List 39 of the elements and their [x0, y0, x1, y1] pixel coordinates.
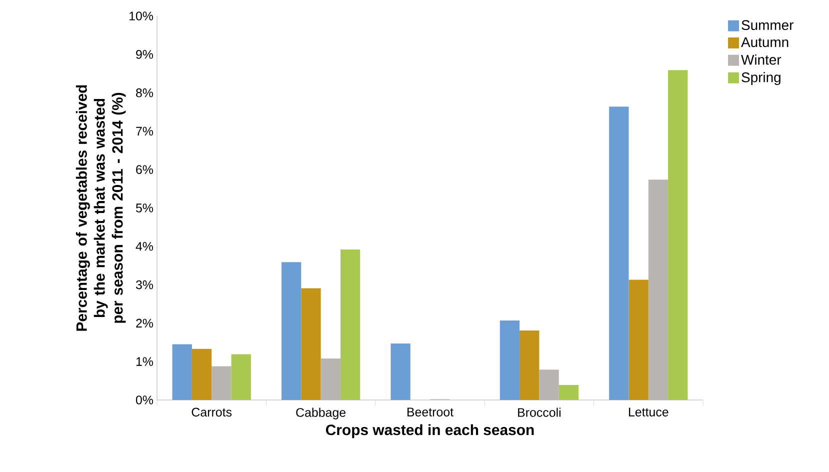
legend-label: Autumn	[741, 37, 788, 48]
y-tick-label: 9%	[136, 50, 154, 59]
x-tick-label: Lettuce	[628, 408, 668, 416]
y-tick-label: 6%	[136, 165, 154, 174]
y-tick-label: 2%	[136, 318, 154, 328]
bar	[172, 344, 192, 400]
y-axis-title: Percentage of vegetables received by the market that was wasted per season from 2011 - 2014 (%)	[76, 85, 126, 331]
y-tick-label: 0%	[136, 396, 154, 404]
legend-label: Spring	[742, 72, 780, 86]
bar	[231, 354, 251, 400]
legend-label: Winter	[741, 54, 782, 65]
bar	[192, 348, 212, 400]
legend-label: Summer	[742, 20, 794, 30]
x-tick-label: Broccoli	[518, 408, 560, 417]
y-tick-label: 7%	[136, 126, 154, 136]
bar	[628, 280, 648, 400]
y-tick-label: 4%	[136, 242, 154, 251]
bar	[301, 288, 321, 400]
bar	[320, 358, 340, 400]
x-axis-title: Crops wasted in each season	[326, 424, 534, 438]
x-tick-label: Cabbage	[296, 408, 346, 420]
bar	[648, 180, 668, 400]
y-tick-label: 1%	[136, 357, 154, 366]
bar	[390, 344, 410, 400]
y-tick-label: 10%	[130, 12, 154, 20]
bar	[212, 366, 232, 400]
bar	[281, 262, 302, 400]
y-tick-label: 8%	[136, 88, 154, 98]
x-tick-label: Beetroot	[407, 408, 454, 416]
bar	[500, 320, 520, 400]
y-tick-label: 3%	[136, 280, 154, 290]
bar	[609, 106, 629, 400]
y-tick-label: 5%	[136, 204, 154, 212]
x-tick-label: Carrots	[192, 408, 232, 417]
bar	[558, 385, 579, 400]
bar	[520, 330, 540, 400]
bar	[668, 70, 688, 400]
bar	[539, 370, 559, 400]
bar	[340, 249, 360, 400]
